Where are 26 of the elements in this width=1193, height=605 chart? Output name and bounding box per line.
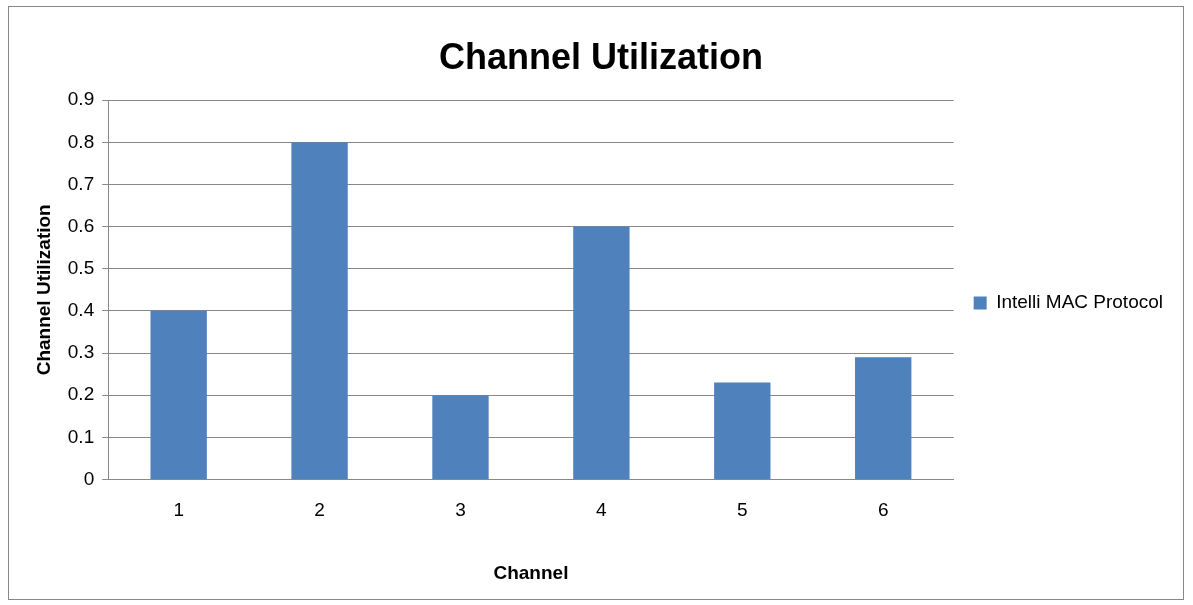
bar [855,357,912,479]
y-tick-label: 0.7 [67,172,95,194]
bar [291,142,348,479]
x-tick-label: 3 [455,499,466,521]
y-tick-label: 0.9 [67,88,95,110]
bar [714,382,771,479]
x-tick-label: 1 [173,499,184,521]
bar [150,310,207,479]
x-tick-label: 2 [314,499,325,521]
y-tick-label: 0.6 [67,214,95,236]
y-tick-label: 0.4 [67,299,95,321]
legend-label: Intelli MAC Protocol [996,291,1164,313]
y-tick-label: 0 [83,467,95,489]
x-tick-label: 6 [877,499,889,521]
y-tick-label: 0.3 [67,341,95,363]
x-tick-label: 5 [737,499,748,521]
bar [573,226,630,479]
chart-title: Channel Utilization [439,35,763,77]
y-tick-label: 0.1 [67,425,95,447]
y-axis-title: Channel Utilization [32,204,54,376]
y-tick-label: 0.5 [67,256,95,278]
x-tick-label: 4 [596,499,608,521]
bar [432,395,489,479]
x-axis-title: Channel [493,561,569,583]
y-tick-label: 0.8 [67,130,95,152]
y-tick-label: 0.2 [67,383,95,405]
